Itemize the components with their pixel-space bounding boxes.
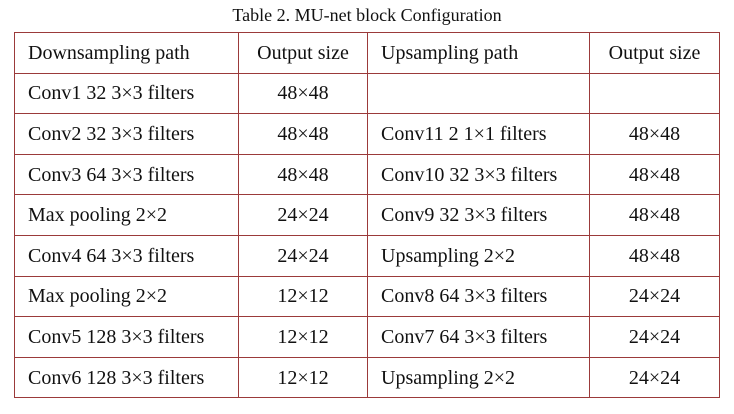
table-row: Conv1 32 3×3 filters 48×48: [14, 72, 720, 115]
downsampling-output-cell: 12×12: [238, 275, 368, 318]
downsampling-output-cell: 48×48: [238, 113, 368, 155]
downsampling-layer-cell: Conv4 64 3×3 filters: [14, 234, 239, 277]
upsampling-layer-cell: Conv8 64 3×3 filters: [367, 275, 590, 318]
table-row: Max pooling 2×2 12×12 Conv8 64 3×3 filte…: [14, 275, 720, 318]
mu-net-config-table: Downsampling path Output size Upsampling…: [14, 32, 720, 399]
table-row: Conv5 128 3×3 filters 12×12 Conv7 64 3×3…: [14, 316, 720, 358]
upsampling-output-cell: 24×24: [589, 275, 720, 318]
downsampling-layer-cell: Conv2 32 3×3 filters: [14, 113, 239, 155]
downsampling-layer-cell: Conv1 32 3×3 filters: [14, 72, 239, 115]
downsampling-output-cell: 12×12: [238, 316, 368, 358]
upsampling-layer-cell: Conv10 32 3×3 filters: [367, 153, 590, 196]
downsampling-layer-cell: Max pooling 2×2: [14, 194, 239, 236]
table-header-row: Downsampling path Output size Upsampling…: [14, 32, 720, 74]
header-output-size: Output size: [238, 32, 368, 74]
upsampling-output-cell: 48×48: [589, 153, 720, 196]
downsampling-output-cell: 48×48: [238, 153, 368, 196]
upsampling-layer-cell: Upsampling 2×2: [367, 356, 590, 399]
upsampling-output-cell: 48×48: [589, 234, 720, 277]
table-row: Conv6 128 3×3 filters 12×12 Upsampling 2…: [14, 356, 720, 399]
downsampling-layer-cell: Conv6 128 3×3 filters: [14, 356, 239, 399]
downsampling-output-cell: 24×24: [238, 194, 368, 236]
upsampling-output-cell: [589, 72, 720, 115]
downsampling-output-cell: 24×24: [238, 234, 368, 277]
header-downsampling-path: Downsampling path: [14, 32, 239, 74]
header-upsampling-path: Upsampling path: [367, 32, 590, 74]
upsampling-output-cell: 48×48: [589, 194, 720, 236]
downsampling-output-cell: 48×48: [238, 72, 368, 115]
upsampling-output-cell: 24×24: [589, 356, 720, 399]
upsampling-output-cell: 48×48: [589, 113, 720, 155]
upsampling-layer-cell: Upsampling 2×2: [367, 234, 590, 277]
table-row: Conv3 64 3×3 filters 48×48 Conv10 32 3×3…: [14, 153, 720, 196]
downsampling-output-cell: 12×12: [238, 356, 368, 399]
header-output-size: Output size: [589, 32, 720, 74]
table-row: Conv2 32 3×3 filters 48×48 Conv11 2 1×1 …: [14, 113, 720, 155]
upsampling-layer-cell: Conv9 32 3×3 filters: [367, 194, 590, 236]
table-caption: Table 2. MU-net block Configuration: [232, 5, 502, 25]
downsampling-layer-cell: Conv5 128 3×3 filters: [14, 316, 239, 358]
table-row: Conv4 64 3×3 filters 24×24 Upsampling 2×…: [14, 234, 720, 277]
upsampling-layer-cell: Conv7 64 3×3 filters: [367, 316, 590, 358]
downsampling-layer-cell: Conv3 64 3×3 filters: [14, 153, 239, 196]
table-row: Max pooling 2×2 24×24 Conv9 32 3×3 filte…: [14, 194, 720, 236]
upsampling-output-cell: 24×24: [589, 316, 720, 358]
upsampling-layer-cell: [367, 72, 590, 115]
upsampling-layer-cell: Conv11 2 1×1 filters: [367, 113, 590, 155]
downsampling-layer-cell: Max pooling 2×2: [14, 275, 239, 318]
